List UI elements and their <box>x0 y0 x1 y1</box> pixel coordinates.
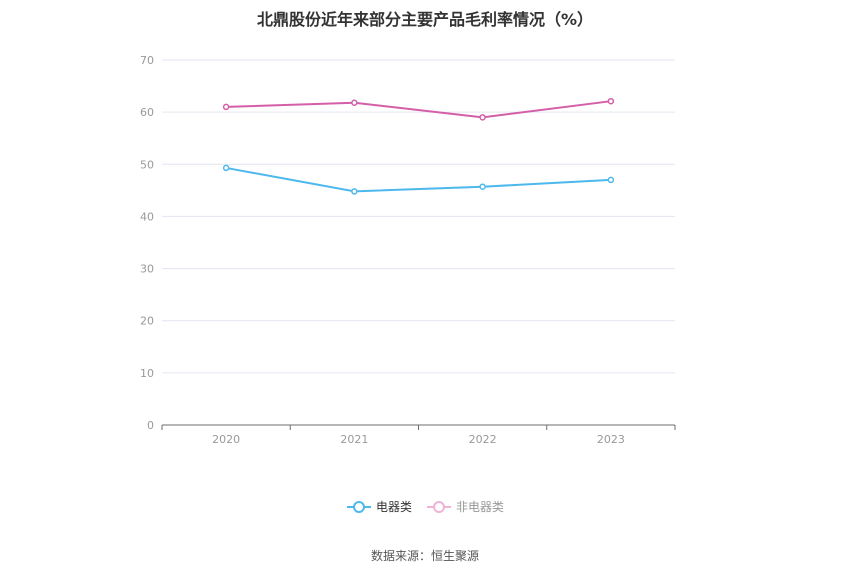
y-tick-label: 40 <box>140 210 154 223</box>
data-point <box>607 97 615 105</box>
data-source: 数据来源：恒生聚源 <box>370 549 479 563</box>
legend-label: 电器类 <box>375 500 412 514</box>
data-point <box>222 164 230 172</box>
y-tick-label: 30 <box>140 263 154 276</box>
y-tick-label: 50 <box>140 158 154 171</box>
x-tick-label: 2020 <box>212 433 240 446</box>
y-tick-label: 70 <box>140 54 154 67</box>
data-point <box>351 188 358 195</box>
y-tick-label: 10 <box>140 367 154 380</box>
legend-item-electric[interactable]: 电器类 <box>346 498 412 515</box>
y-tick-label: 0 <box>147 419 154 432</box>
series-line <box>226 100 612 119</box>
x-tick-label: 2021 <box>340 433 368 446</box>
legend-item-non-electric[interactable]: 非电器类 <box>426 498 504 515</box>
data-point <box>351 99 358 107</box>
legend-label: 非电器类 <box>456 500 505 514</box>
data-point <box>607 176 615 184</box>
y-tick-label: 60 <box>140 106 154 119</box>
x-tick-label: 2022 <box>469 433 497 446</box>
legend-marker-icon <box>427 500 451 513</box>
chart-title: 北鼎股份近年来部分主要产品毛利率情况（%） <box>256 10 594 29</box>
data-point <box>479 114 486 121</box>
data-point <box>479 183 486 190</box>
data-point <box>222 103 230 111</box>
y-tick-label: 20 <box>140 315 154 328</box>
x-tick-label: 2023 <box>597 433 625 446</box>
legend: 电器类 非电器类 <box>0 498 850 515</box>
legend-marker-icon <box>346 500 371 513</box>
series-line <box>225 166 611 193</box>
line-chart: 0 10 20 30 40 50 60 70 2020 2021 2022 2023 <box>140 54 676 446</box>
